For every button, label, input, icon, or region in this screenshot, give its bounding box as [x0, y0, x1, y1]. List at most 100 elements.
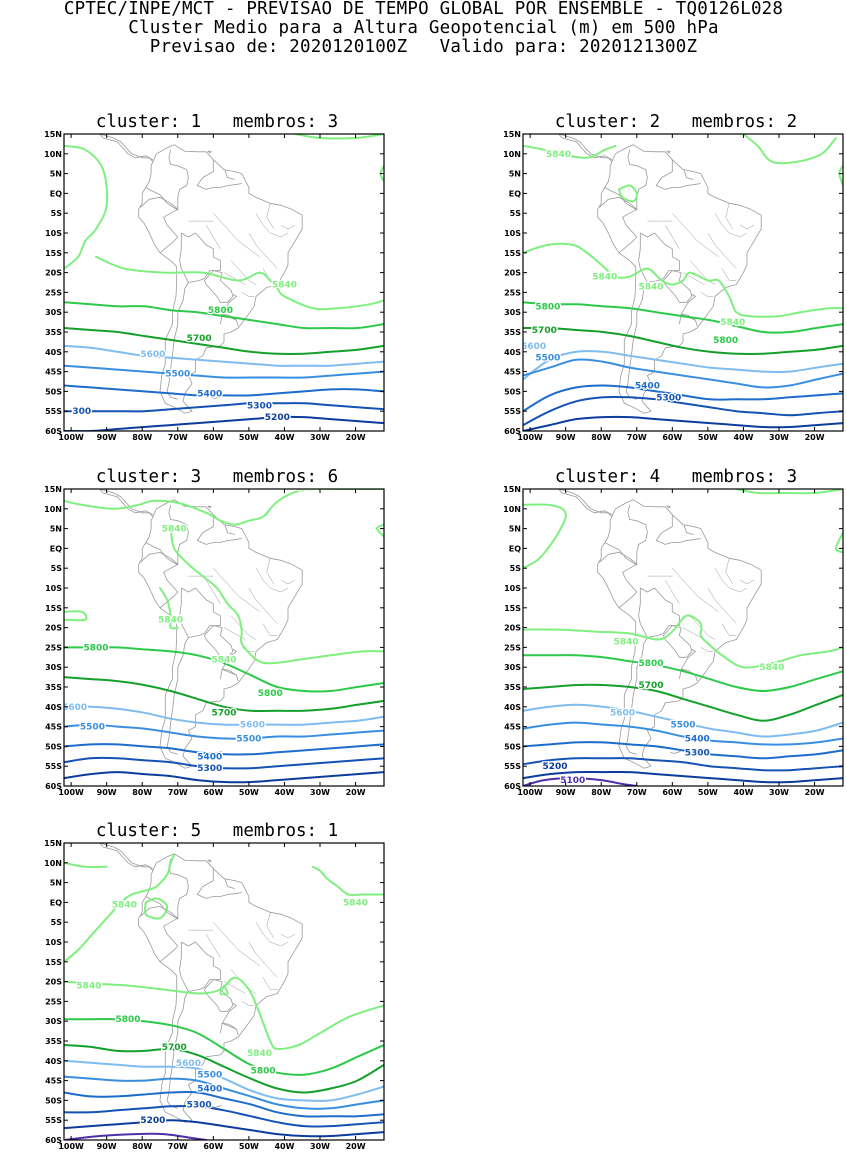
country-border: [683, 169, 694, 180]
country-border: [221, 1003, 237, 1030]
lat-tick-label: 40S: [504, 348, 521, 357]
country-border: [220, 668, 239, 682]
coastline-layer: [99, 843, 303, 1123]
lat-tick-label: 50S: [45, 742, 62, 751]
country-border: [140, 906, 179, 963]
lat-tick-label: 30S: [45, 663, 62, 672]
lat-tick-label: 55S: [45, 762, 62, 771]
panel-title: cluster: 4 membros: 3: [554, 467, 798, 487]
contour-label: 5840: [720, 318, 745, 328]
contour-5600: [64, 705, 384, 726]
lon-tick-label: 40W: [274, 788, 294, 797]
lon-tick-label: 70W: [168, 433, 188, 442]
country-border: [140, 197, 179, 254]
contour-label: 5600: [62, 703, 87, 713]
contour-label: 5500: [670, 721, 695, 731]
state-border: [266, 203, 275, 230]
lon-tick-label: 60W: [203, 788, 223, 797]
lat-tick-label: 10N: [503, 150, 521, 159]
state-border: [700, 647, 714, 652]
contour-5400: [64, 743, 384, 756]
map-background: [523, 489, 843, 786]
contour-5840: [95, 255, 384, 311]
central-america-coast: [99, 843, 154, 870]
central-america-coast: [99, 489, 154, 517]
panel-cluster-4: cluster: 4 membros: 3 5840 5840 5800 5700 56…: [503, 467, 844, 807]
lat-tick-label: 30S: [45, 1017, 62, 1026]
contour-label: 5840: [614, 637, 639, 647]
contour-5600: [64, 1059, 384, 1102]
map-cluster-2: 5840 5840 5840 5840 5800 5800 5700 5600 5500 5400…: [503, 130, 844, 442]
country-border: [179, 587, 221, 638]
country-border: [196, 868, 242, 899]
state-border: [682, 272, 705, 285]
contour-5600: [523, 350, 843, 381]
lon-tick-label: 80W: [132, 1142, 152, 1151]
lon-tick-label: 30W: [310, 1142, 330, 1151]
south-america-coastline: [597, 499, 762, 769]
contour-5100: [64, 1132, 208, 1140]
contour-label: 5300: [187, 1100, 212, 1110]
state-border: [672, 568, 719, 613]
contour-label: 5840: [162, 525, 187, 535]
contour-label: 5840: [112, 900, 137, 910]
country-border: [599, 552, 638, 609]
lat-tick-label: 60S: [45, 427, 62, 436]
lat-tick-label: 25S: [45, 997, 62, 1006]
lon-tick-label: 20W: [805, 433, 825, 442]
lat-tick-label: 40S: [504, 703, 521, 712]
country-border: [145, 542, 168, 559]
contour-5840: [523, 144, 617, 159]
contour-label: 5600: [521, 342, 546, 352]
state-border: [262, 623, 278, 636]
lat-tick-label: 30S: [504, 308, 521, 317]
country-border: [196, 159, 242, 190]
contour-layer: [64, 134, 384, 431]
lat-tick-label: 50S: [504, 387, 521, 396]
contour-5800: [64, 301, 384, 330]
state-border: [262, 977, 278, 990]
lon-tick-label: 80W: [591, 433, 611, 442]
map-background: [523, 134, 843, 431]
contour-label: 5800: [251, 1067, 276, 1077]
contour-5840: [64, 489, 384, 526]
contour-5840: [64, 853, 176, 963]
lon-tick-label: 30W: [769, 788, 789, 797]
lat-tick-label: 5N: [50, 170, 62, 179]
country-border: [224, 878, 235, 889]
country-border: [140, 552, 179, 609]
contour-label: 5200: [542, 762, 567, 772]
contour-label: 5500: [535, 354, 560, 364]
contour-5300: [64, 1104, 384, 1128]
map-background: [64, 134, 384, 431]
country-border: [224, 169, 235, 180]
contour-5840: [618, 184, 638, 203]
lat-tick-label: 10S: [45, 938, 62, 947]
lat-tick-label: 5S: [51, 209, 63, 218]
contour-label: 5840: [592, 273, 617, 283]
state-border: [739, 579, 755, 585]
lon-tick-label: 80W: [591, 788, 611, 797]
island: [207, 505, 212, 509]
country-border: [663, 270, 693, 303]
country-border: [166, 504, 189, 566]
contour-layer: [64, 489, 384, 784]
lon-tick-label: 80W: [132, 433, 152, 442]
contour-label: 5500: [197, 1071, 222, 1081]
map-cluster-4: 5840 5840 5800 5700 5600 5500 5400 5300 5200 5100…: [503, 485, 844, 797]
lat-tick-label: 10N: [503, 505, 521, 514]
header-line-2: Cluster Medio para a Altura Geopotencial…: [128, 18, 719, 38]
contour-5200: [64, 1119, 384, 1138]
country-border: [179, 941, 221, 992]
country-border: [683, 524, 694, 535]
map-cluster-5: 5840 5840 5840 5840 5800 5800 5700 5600 5500 5400…: [44, 839, 385, 1151]
panel-cluster-5: cluster: 5 membros: 1 5840 5840 5840 5840 58…: [44, 821, 385, 1161]
country-border: [625, 149, 648, 211]
lat-tick-label: 50S: [45, 387, 62, 396]
south-america-coastline: [138, 499, 303, 769]
contour-label: 5800: [115, 1015, 140, 1025]
contour-label: 5400: [635, 381, 660, 391]
state-border: [664, 579, 680, 604]
lat-tick-label: 15N: [44, 130, 62, 139]
state-border: [721, 623, 737, 636]
